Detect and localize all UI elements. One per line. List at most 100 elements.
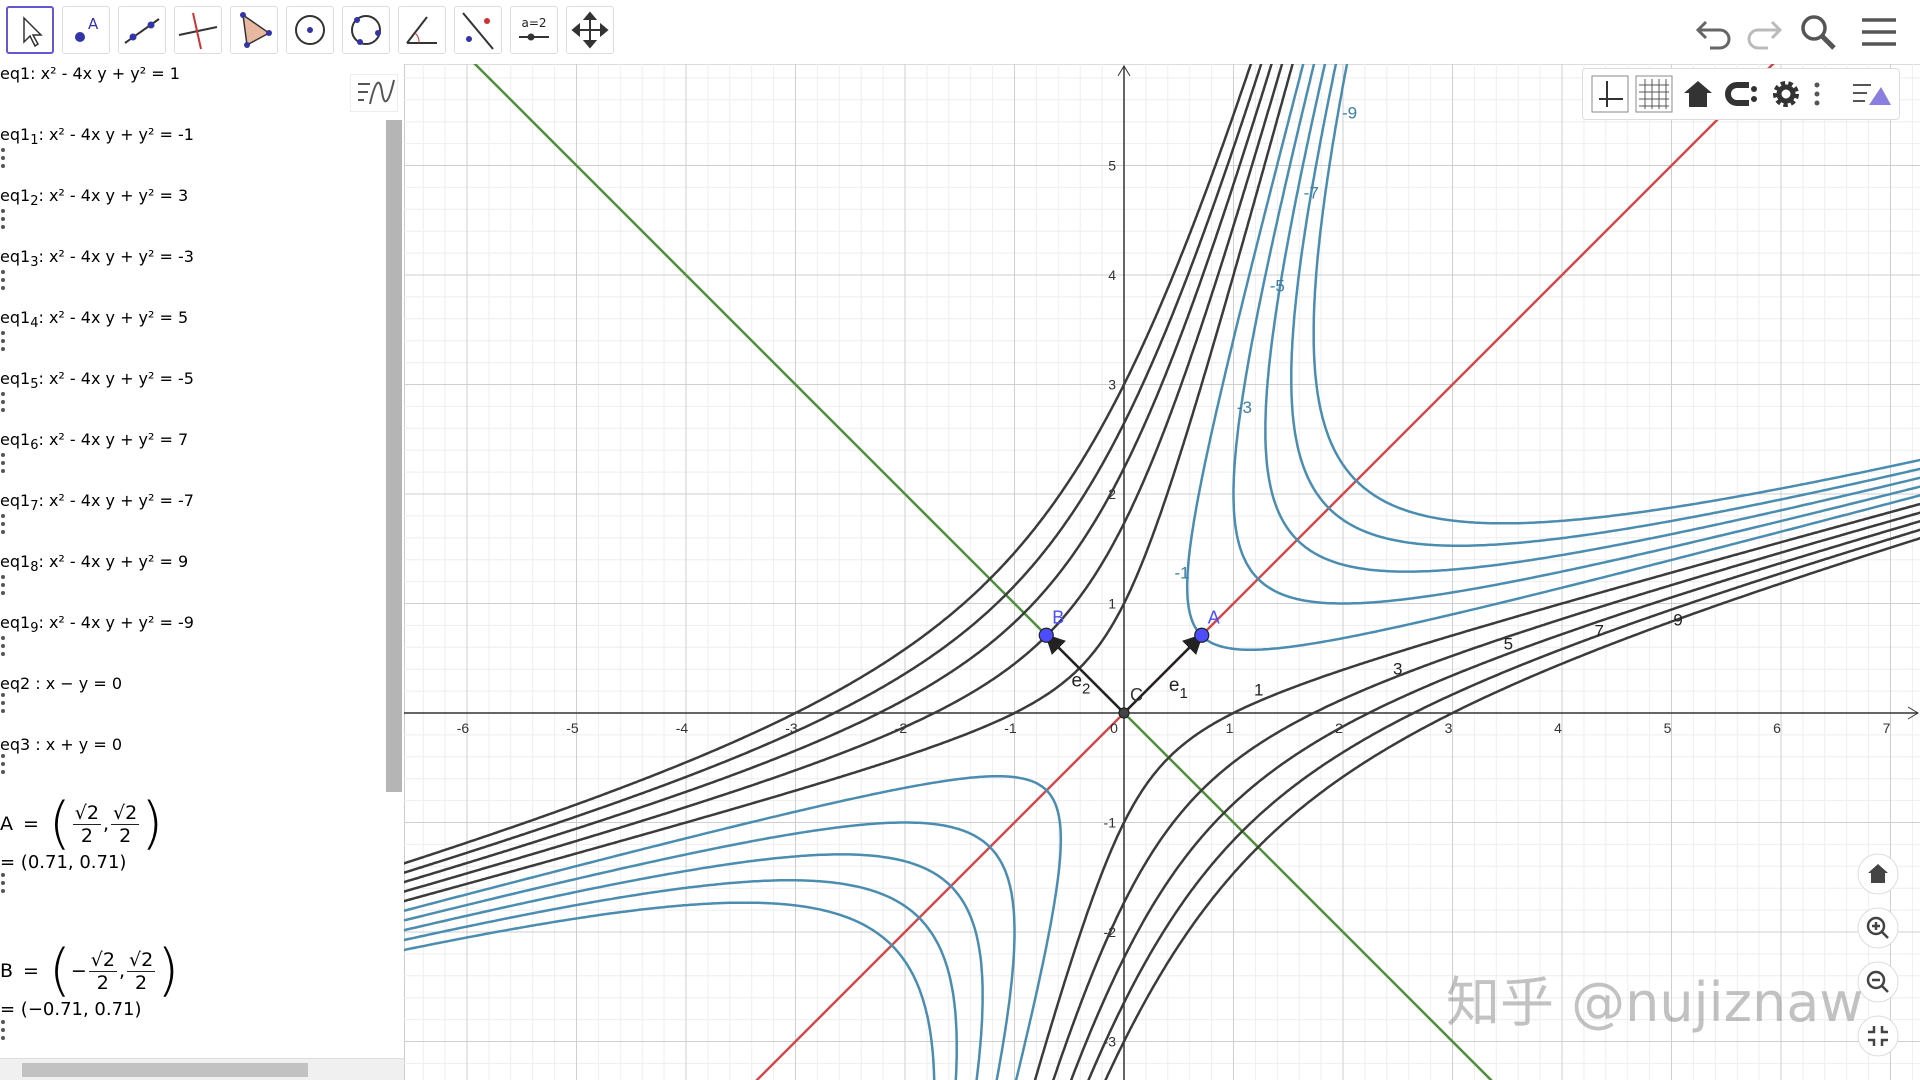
item-menu[interactable] — [0, 575, 404, 596]
vector-name: e — [1169, 675, 1180, 696]
algebra-item[interactable]: eq17: x² - 4x y + y² = -7 — [0, 491, 404, 552]
point — [1194, 627, 1210, 643]
home-button[interactable] — [1856, 852, 1900, 896]
x-tick-label: -3 — [785, 720, 798, 736]
item-menu[interactable] — [0, 331, 404, 352]
vector — [1044, 633, 1125, 714]
algebra-item[interactable]: eq16: x² - 4x y + y² = 7 — [0, 430, 404, 491]
perpendicular-tool[interactable] — [174, 6, 222, 54]
undo-button[interactable] — [1692, 14, 1736, 50]
subscript: 7 — [30, 499, 39, 515]
y-tick-label: 4 — [1108, 267, 1116, 283]
curve-label: 3 — [1393, 660, 1402, 679]
vertical-scrollbar[interactable] — [386, 120, 402, 792]
scroll-thumb[interactable] — [22, 1063, 308, 1077]
vector — [1123, 633, 1204, 714]
y-tick-label: -3 — [1104, 1034, 1117, 1050]
object-name: eq1 — [0, 552, 31, 571]
algebra-item[interactable]: B = (− √2 2, √2 2) = (−0.71, 0.71) — [0, 943, 404, 1080]
circle-3pt-tool[interactable] — [342, 6, 390, 54]
point-label: B — [1052, 607, 1064, 627]
settings-button[interactable] — [1769, 77, 1803, 111]
search-button[interactable] — [1798, 12, 1838, 52]
object-name: eq1 — [0, 430, 31, 449]
menu-dot — [1, 530, 5, 535]
graphics-view[interactable]: -6 -5 -4 -3 -2 -1 0 1 2 3 4 5 6 7 -3 -2 -1 1 2 3 4 5 1 3 5 7 9 -1 -3… — [404, 64, 1920, 1080]
algebra-item[interactable]: eq13: x² - 4x y + y² = -3 — [0, 247, 404, 308]
equals: = — [23, 960, 39, 982]
vector-sub: 1 — [1179, 685, 1187, 702]
vector-label: e2 — [1071, 671, 1090, 698]
item-menu[interactable] — [0, 873, 404, 893]
algebra-item[interactable]: eq12: x² - 4x y + y² = 3 — [0, 186, 404, 247]
item-menu[interactable] — [0, 514, 404, 535]
zoom-in-button[interactable] — [1856, 906, 1900, 950]
algebra-view: eq1: x² - 4x y + y² = 1 eq11: x² - 4x y +… — [0, 64, 405, 1080]
reflect-tool[interactable] — [454, 6, 502, 54]
menu-dot — [1, 762, 5, 766]
angle-tool[interactable] — [398, 6, 446, 54]
fraction: √2 2 — [111, 802, 140, 847]
item-menu[interactable] — [0, 754, 404, 774]
item-menu[interactable] — [0, 270, 404, 291]
menu-dot — [1, 754, 5, 758]
move-tool[interactable] — [6, 6, 54, 54]
definition: : x² - 4x y + y² = -7 — [38, 491, 194, 510]
zoom-out-button[interactable] — [1856, 960, 1900, 1004]
vector-label: e1 — [1169, 675, 1188, 702]
menu-dot — [1, 1028, 5, 1032]
axes-toggle[interactable] — [1591, 75, 1629, 113]
fraction: √2 2 — [88, 949, 117, 994]
item-menu[interactable] — [0, 148, 404, 169]
circle-tool[interactable] — [286, 6, 334, 54]
algebra-item[interactable]: eq3 : x + y = 0 — [0, 735, 404, 796]
algebra-item[interactable]: eq11: x² - 4x y + y² = -1 — [0, 125, 404, 186]
paren: ( — [48, 791, 71, 856]
denominator: 2 — [96, 971, 109, 994]
sort-button[interactable] — [350, 74, 398, 112]
point-capture-button[interactable] — [1725, 77, 1759, 111]
redo-button[interactable] — [1742, 14, 1786, 50]
move-view-tool[interactable] — [566, 6, 614, 54]
style-bar-toggle[interactable] — [1851, 77, 1893, 111]
grid-toggle[interactable] — [1635, 75, 1673, 113]
item-text: eq19: x² - 4x y + y² = -9 — [0, 613, 404, 636]
y-tick-label: 2 — [1108, 486, 1116, 502]
menu-dot — [1, 873, 5, 877]
menu-dot — [1, 217, 5, 222]
point-tool[interactable]: A — [62, 6, 110, 54]
algebra-item[interactable]: eq2 : x − y = 0 — [0, 674, 404, 735]
menu-dot — [1, 583, 5, 588]
item-menu[interactable] — [0, 636, 404, 657]
y-tick-label: -2 — [1104, 924, 1117, 940]
slider-tool[interactable]: a=2 — [510, 6, 558, 54]
level-curve — [1312, 64, 1920, 525]
item-text: eq12: x² - 4x y + y² = 3 — [0, 186, 404, 209]
polygon-tool[interactable] — [230, 6, 278, 54]
item-menu[interactable] — [0, 693, 404, 713]
menu-dot — [1, 709, 5, 713]
horizontal-scrollbar[interactable] — [0, 1058, 404, 1080]
algebra-item[interactable]: eq19: x² - 4x y + y² = -9 — [0, 613, 404, 674]
item-menu[interactable] — [0, 392, 404, 413]
level-curve — [1087, 528, 1920, 1080]
curve-label: -1 — [1174, 563, 1189, 582]
algebra-item[interactable]: eq15: x² - 4x y + y² = -5 — [0, 369, 404, 430]
algebra-item[interactable]: A =(√2 2, √2 2) = (0.71, 0.71) — [0, 796, 404, 943]
paren: ) — [157, 938, 180, 1003]
fullscreen-button[interactable] — [1856, 1014, 1900, 1058]
object-name: eq1 — [0, 247, 31, 266]
menu-dot — [1, 514, 5, 519]
menu-dot — [1, 644, 5, 649]
more-button[interactable] — [1809, 79, 1825, 109]
menu-button[interactable] — [1860, 14, 1900, 50]
algebra-item[interactable]: eq18: x² - 4x y + y² = 9 — [0, 552, 404, 613]
item-menu[interactable] — [0, 209, 404, 230]
algebra-item[interactable]: eq14: x² - 4x y + y² = 5 — [0, 308, 404, 369]
standard-view-button[interactable] — [1681, 77, 1715, 111]
item-menu[interactable] — [0, 1020, 404, 1040]
algebra-item[interactable]: eq1: x² - 4x y + y² = 1 — [0, 64, 404, 125]
item-menu[interactable] — [0, 453, 404, 474]
level-curve — [1290, 64, 1920, 547]
line-tool[interactable] — [118, 6, 166, 54]
